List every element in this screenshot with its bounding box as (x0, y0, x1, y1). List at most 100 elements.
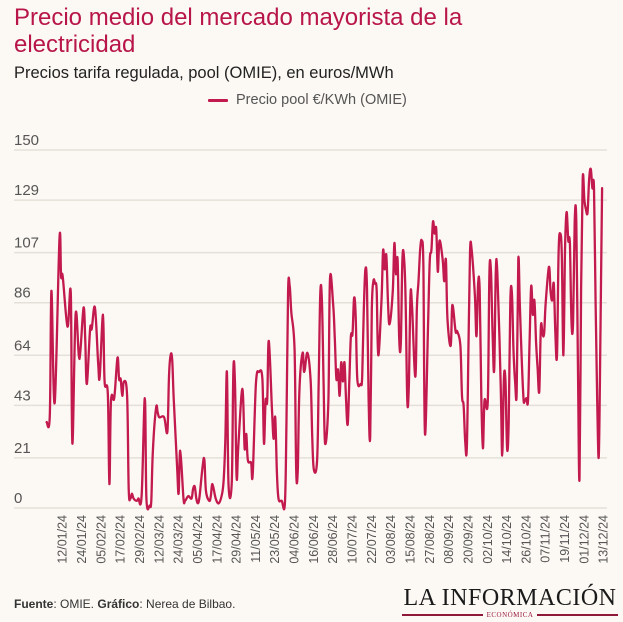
data-point (50, 290, 53, 292)
data-point (97, 361, 99, 364)
data-point (451, 304, 454, 306)
data-point (588, 177, 590, 180)
data-point (86, 383, 88, 385)
x-tick-label: 10/07/24 (346, 515, 360, 564)
data-point (515, 390, 518, 392)
data-point (156, 411, 159, 414)
data-point (438, 239, 441, 242)
data-point (234, 383, 236, 385)
data-points (45, 168, 603, 507)
y-tick-label: 21 (14, 440, 31, 457)
data-point (577, 361, 579, 364)
data-point (449, 344, 452, 347)
data-point (205, 490, 207, 493)
data-point (218, 502, 220, 505)
data-point (552, 282, 555, 285)
data-point (366, 287, 368, 290)
data-point (411, 306, 413, 309)
data-point (488, 273, 491, 275)
data-point (400, 342, 402, 345)
data-point (82, 306, 85, 309)
y-tick-label: 0 (14, 490, 22, 507)
y-tick-label: 43 (14, 387, 31, 404)
data-point (126, 395, 128, 397)
y-tick-label: 86 (14, 285, 31, 302)
x-tick-label: 11/05/24 (249, 515, 263, 563)
logo-subtitle: ECONÓMICA (486, 611, 534, 619)
data-point (462, 404, 465, 407)
data-point (432, 220, 434, 223)
y-tick-label: 150 (14, 132, 39, 149)
data-point (364, 268, 367, 271)
data-point (474, 294, 476, 297)
data-point (556, 354, 558, 357)
data-point (182, 497, 185, 500)
data-point (264, 399, 267, 402)
data-point (166, 430, 169, 433)
data-point (589, 168, 592, 170)
data-point (375, 290, 378, 292)
data-point (176, 464, 178, 466)
data-point (145, 497, 148, 500)
data-point (387, 299, 389, 302)
data-point (335, 378, 338, 380)
data-point (132, 497, 135, 500)
data-point (222, 478, 225, 481)
data-point (193, 485, 196, 488)
data-point (345, 399, 347, 402)
data-point (144, 397, 146, 400)
data-point (536, 368, 539, 371)
data-point (362, 309, 365, 311)
data-point (562, 354, 565, 357)
data-point (203, 459, 206, 462)
data-point (119, 378, 122, 380)
data-point (420, 239, 423, 242)
data-point (118, 378, 120, 380)
data-point (507, 421, 510, 423)
data-point (509, 301, 512, 304)
data-point (309, 380, 312, 383)
data-point (581, 177, 584, 180)
data-point (171, 359, 173, 361)
data-point (60, 275, 62, 278)
data-point (483, 399, 486, 402)
data-point (565, 211, 568, 213)
data-point (393, 242, 396, 244)
data-point (427, 318, 429, 321)
data-point (313, 469, 315, 471)
data-point (243, 447, 246, 450)
data-point (443, 280, 446, 283)
data-point (580, 287, 582, 290)
data-point (353, 297, 355, 299)
data-point (113, 397, 116, 400)
data-point (533, 299, 536, 302)
data-point (409, 294, 412, 297)
data-point (250, 461, 252, 464)
logo-subline: ECONÓMICA (402, 611, 619, 619)
data-point (541, 332, 544, 335)
data-point (301, 352, 304, 354)
data-point (179, 449, 182, 452)
data-point (564, 249, 566, 252)
data-point (190, 497, 193, 500)
data-point (598, 454, 600, 457)
data-point (211, 483, 214, 485)
data-point (382, 249, 384, 252)
data-point (395, 273, 397, 275)
x-tick-label: 01/12/24 (577, 515, 591, 564)
x-tick-label: 07/11/24 (539, 515, 553, 563)
data-point (499, 380, 502, 383)
data-point (572, 321, 574, 323)
data-point (383, 268, 386, 271)
data-point (437, 270, 439, 273)
data-point (288, 285, 291, 287)
data-point (528, 340, 531, 342)
x-tick-label: 14/10/24 (500, 515, 514, 564)
data-point (351, 332, 354, 335)
data-point (53, 402, 56, 404)
data-point (549, 290, 552, 292)
data-point (343, 361, 346, 364)
x-tick-label: 23/05/24 (268, 515, 282, 564)
data-point (152, 449, 154, 452)
